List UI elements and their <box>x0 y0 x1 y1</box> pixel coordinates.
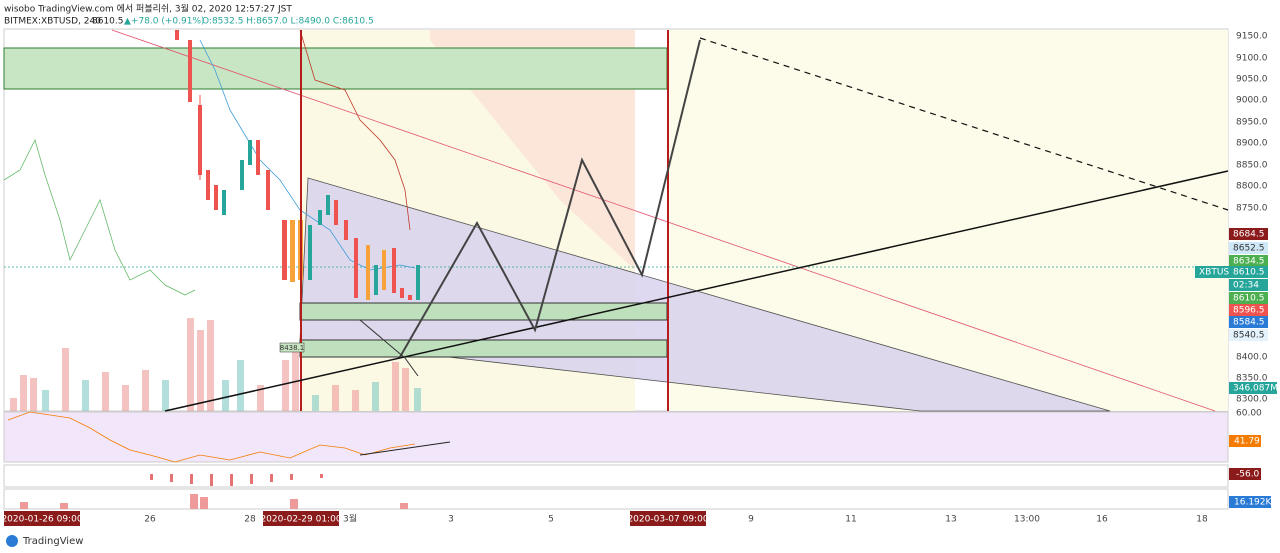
brand-logo <box>6 535 18 547</box>
time-badge <box>630 511 706 526</box>
y-tick-label: 9050.0 <box>1236 75 1268 85</box>
change: ▲+78.0 (+0.91%) <box>124 17 205 27</box>
price-badge-label: 8652.5 <box>1233 244 1265 254</box>
price-badge-label: 02:34 <box>1233 281 1259 291</box>
rsi-pane <box>3 411 1229 463</box>
price-badge-label: 8596.5 <box>1233 306 1265 316</box>
price-badge <box>1229 255 1268 267</box>
y-tick-label: 9000.0 <box>1236 96 1268 106</box>
macd-pane <box>3 464 1229 488</box>
time-badge-label: 2020-03-07 09:00 <box>627 515 708 525</box>
y-tick-label: 9100.0 <box>1236 54 1268 64</box>
price-badge <box>1229 279 1268 291</box>
x-tick-label: 18 <box>1196 515 1208 525</box>
y-tick-label: 8800.0 <box>1236 182 1268 192</box>
price-badge <box>1229 304 1268 316</box>
volume-badge <box>1229 496 1271 508</box>
x-tick-label: 11 <box>845 515 856 525</box>
y-tick-label: 8350.0 <box>1236 374 1268 384</box>
time-badge-label: 2020-02-29 01:00 <box>260 515 341 525</box>
price-badge-label: 8684.5 <box>1233 230 1265 240</box>
zone-box <box>299 302 668 321</box>
price-badge-label: 8584.5 <box>1233 318 1265 328</box>
rsi-line <box>7 411 416 463</box>
volume-histogram <box>20 494 408 509</box>
symbol: BITMEX:XBTUSD, 240 <box>4 17 101 27</box>
baseline <box>299 29 411 231</box>
x-tick-label: 3월 <box>343 513 357 525</box>
price-axis: 9150.0 9100.0 9050.0 9000.0 8950.0 8900.… <box>1236 32 1268 405</box>
x-tick-label: 5 <box>548 515 554 525</box>
rsi-badge-label: 41.79 <box>1234 437 1260 447</box>
macd-badge-label: -56.0 <box>1236 470 1260 480</box>
drawing-label: 8438.1 <box>280 344 305 352</box>
y-tick-label: 8300.0 <box>1236 395 1268 405</box>
x-tick-label: 16 <box>1096 515 1108 525</box>
price-badge <box>1229 228 1268 240</box>
volume-badge-label: 16.192K <box>1234 498 1272 508</box>
y-tick-label: 8850.0 <box>1236 161 1268 171</box>
price-badge <box>1229 292 1268 304</box>
price-badge-label: 346.087M <box>1233 384 1278 394</box>
x-tick-label: 13:00 <box>1014 515 1040 525</box>
price-badge <box>1195 266 1229 278</box>
ohlc: O:8532.5 H:8657.0 L:8490.0 C:8610.5 <box>202 17 374 27</box>
price-badge <box>1229 266 1268 278</box>
price-badge-label: XBTUSD <box>1199 268 1236 278</box>
support-line <box>164 170 1229 412</box>
macd-histogram <box>150 474 323 486</box>
y-tick-label: 8400.0 <box>1236 353 1268 363</box>
x-tick-label: 28 <box>244 515 256 525</box>
price-badges: 8684.58652.58634.5XBTUSD8610.502:348610.… <box>1195 228 1278 508</box>
time-axis <box>4 510 1228 528</box>
price-badge <box>1229 316 1268 328</box>
last-price: 8610.5 <box>92 17 124 27</box>
price-badge-label: 8540.5 <box>1233 331 1265 341</box>
time-axis-labels: 26 28 3월 3 5 9 11 13 13:00 16 18 <box>144 513 1208 525</box>
x-tick-label: 13 <box>945 515 956 525</box>
arrow-line <box>359 441 451 456</box>
price-badge-label: 8610.5 <box>1233 294 1265 304</box>
time-badge <box>263 511 339 526</box>
price-badge-label: 8610.5 <box>1233 268 1265 278</box>
time-badge-label: 2020-01-26 09:00 <box>1 515 82 525</box>
zone-box <box>3 47 668 90</box>
price-badge <box>1229 329 1268 341</box>
price-badge-label: 8634.5 <box>1233 257 1265 267</box>
zigzag-path <box>399 39 701 358</box>
brand: TradingView <box>22 536 83 547</box>
y-tick-label: 8900.0 <box>1236 139 1268 149</box>
cloud <box>430 30 635 270</box>
arrow-line <box>359 319 419 377</box>
y-tick-label: 8750.0 <box>1236 204 1268 214</box>
x-tick-label: 3 <box>448 515 454 525</box>
volume-pane <box>3 488 1229 510</box>
lagging-line <box>3 138 196 296</box>
trend-line <box>111 29 1216 412</box>
y-tick-label: 8950.0 <box>1236 118 1268 128</box>
x-tick-label: 26 <box>144 515 156 525</box>
volume-bars <box>10 318 421 411</box>
price-badge <box>1229 242 1268 254</box>
macd-badge <box>1229 468 1261 480</box>
label-box <box>279 342 305 353</box>
y-tick-label: 9150.0 <box>1236 32 1268 42</box>
projection-line <box>699 37 1229 211</box>
publisher: wisobo TradingView.com 에서 퍼블리쉬, 3월 02, 2… <box>4 3 292 15</box>
x-tick-label: 9 <box>748 515 754 525</box>
rsi-tick-label: 60.00 <box>1236 409 1262 419</box>
time-badge <box>4 511 80 526</box>
rsi-badge <box>1229 435 1261 447</box>
zone-box <box>299 339 668 358</box>
price-badge <box>1229 382 1277 394</box>
